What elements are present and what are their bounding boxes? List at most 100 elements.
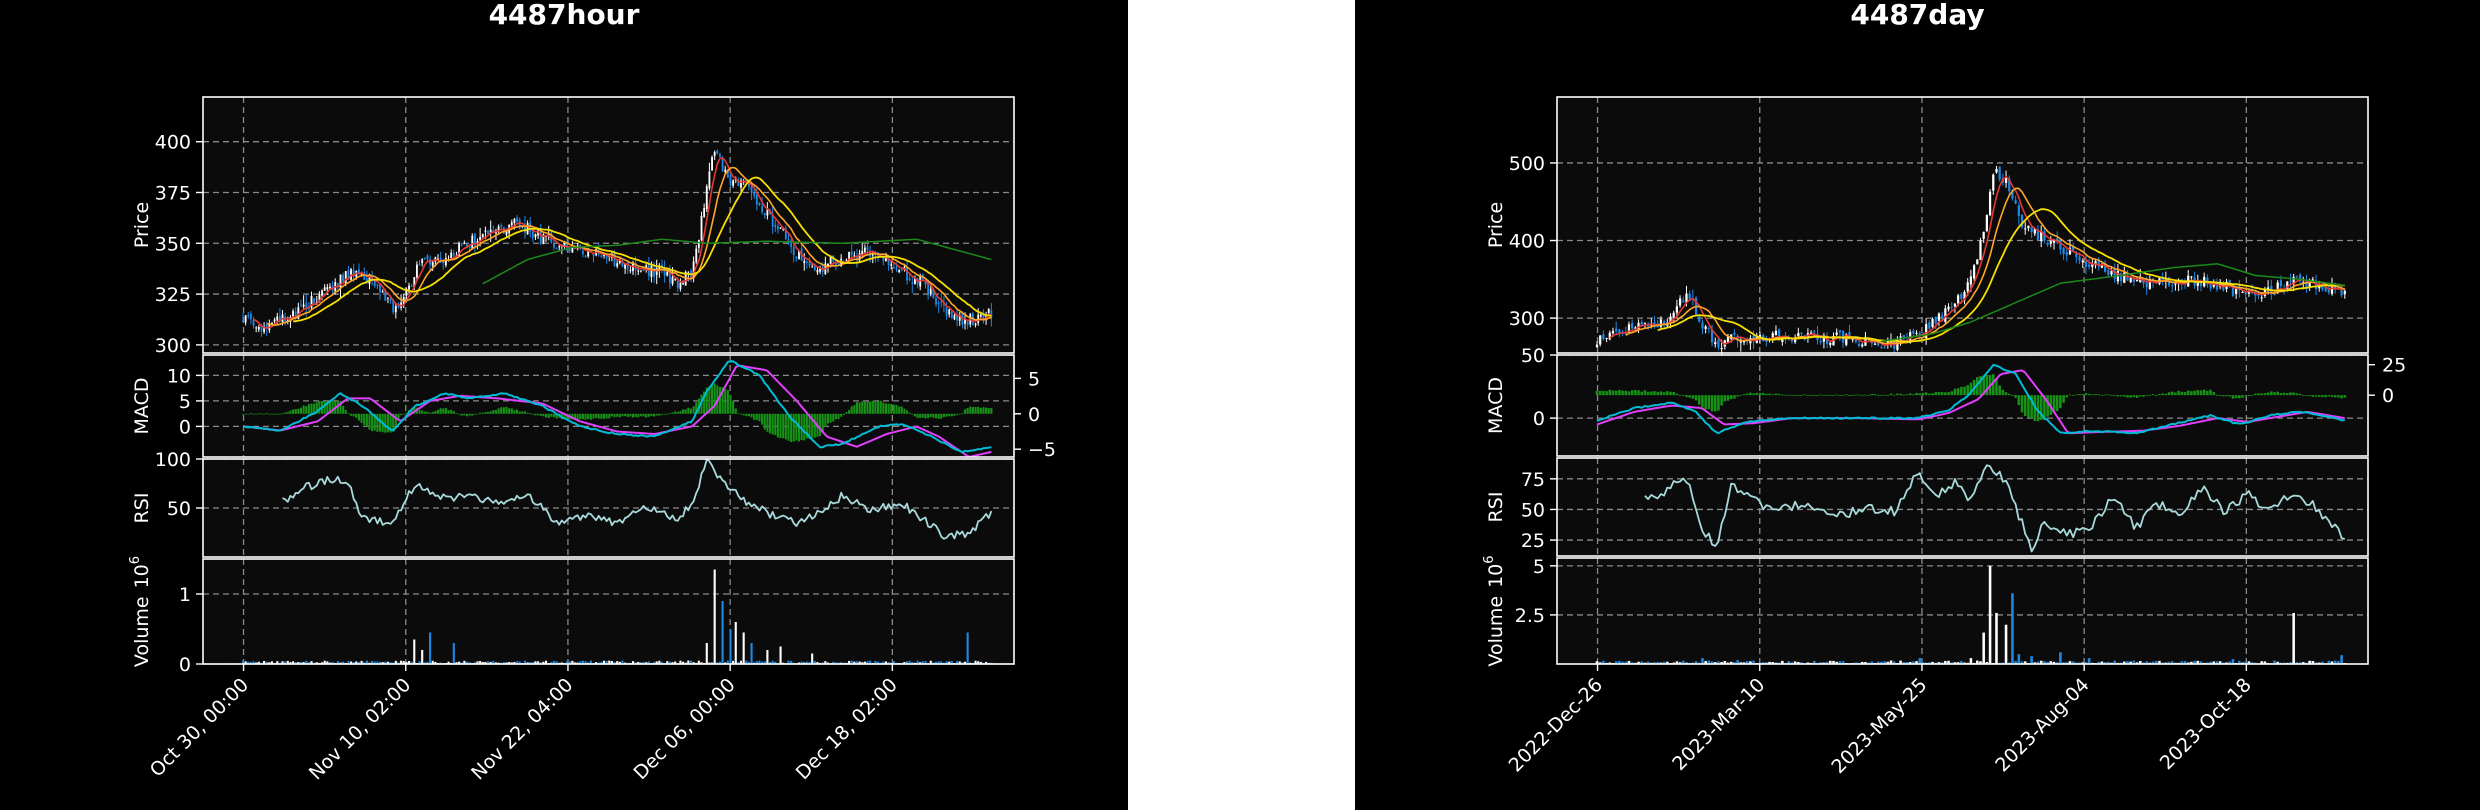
macd-histogram-bar xyxy=(2023,395,2027,417)
macd-histogram-bar xyxy=(592,413,595,419)
volume-bar xyxy=(956,661,959,664)
volume-bar xyxy=(2154,660,2158,664)
candle-body xyxy=(323,287,326,291)
volume-bar xyxy=(2170,661,2174,664)
macd-histogram-bar xyxy=(1745,393,1749,396)
candle-body xyxy=(1838,330,1841,333)
volume-bar xyxy=(800,661,803,664)
candle-body xyxy=(1611,331,1615,334)
macd-histogram-bar xyxy=(1800,395,1803,396)
candle-body xyxy=(408,285,410,290)
y-tick-label: 375 xyxy=(155,182,191,204)
volume-bar xyxy=(323,660,326,664)
volume-bar xyxy=(247,661,250,664)
volume-bar xyxy=(2084,662,2088,664)
macd-histogram-bar xyxy=(476,413,479,415)
volume-bar xyxy=(542,661,545,664)
macd-histogram-bar xyxy=(2212,392,2216,396)
macd-histogram-bar xyxy=(842,413,845,415)
macd-histogram-bar xyxy=(642,413,645,417)
candle-body xyxy=(1988,191,1992,216)
macd-histogram-bar xyxy=(1694,395,1698,401)
candle-body xyxy=(1883,346,1886,348)
macd-histogram-bar xyxy=(937,413,940,419)
candle-body xyxy=(534,234,537,238)
macd-histogram-bar xyxy=(431,411,434,414)
candle-body xyxy=(2097,259,2100,267)
candle-body xyxy=(1778,329,1781,341)
macd-histogram-bar xyxy=(2301,395,2305,396)
candle-body xyxy=(2094,261,2097,264)
volume-bar xyxy=(1860,661,1864,664)
macd-histogram-bar xyxy=(903,408,906,414)
macd-histogram-bar xyxy=(1813,394,1816,396)
volume-bar xyxy=(671,662,674,664)
candle-body xyxy=(798,250,800,260)
volume-bar xyxy=(397,662,400,664)
volume-bar xyxy=(320,662,324,664)
volume-bar xyxy=(2276,661,2279,664)
ma-mid-line xyxy=(266,166,992,326)
candle-body xyxy=(766,208,769,216)
volume-bar xyxy=(2011,593,2014,664)
candle-body xyxy=(811,266,814,268)
candle-body xyxy=(1880,346,1883,348)
macd-histogram-bar xyxy=(1691,395,1695,399)
candle-body xyxy=(721,157,724,171)
macd-histogram-bar xyxy=(2292,392,2295,396)
macd-histogram-bar xyxy=(631,413,635,418)
volume-bar xyxy=(613,662,616,664)
volume-bar xyxy=(431,660,434,664)
volume-bar xyxy=(2030,656,2033,664)
volume-bar xyxy=(1602,660,1605,664)
volume-bar xyxy=(1969,658,1973,664)
volume-bar xyxy=(2055,662,2059,664)
volume-scale-exponent: 6 xyxy=(1482,555,1497,563)
macd-histogram-bar xyxy=(934,413,938,419)
macd-histogram-bar xyxy=(2068,394,2072,396)
volume-bar xyxy=(1742,662,1746,664)
macd-histogram-bar xyxy=(386,413,389,433)
volume-bar xyxy=(292,661,295,664)
volume-bar xyxy=(531,662,534,664)
candle-body xyxy=(592,252,595,256)
candle-body xyxy=(2036,230,2040,241)
macd-histogram-bar xyxy=(513,410,516,414)
macd-histogram-bar xyxy=(808,413,811,440)
macd-histogram-bar xyxy=(323,401,326,414)
volume-bar xyxy=(2068,661,2072,664)
x-tick-label: Nov 22, 04:00 xyxy=(467,674,577,784)
volume-bar xyxy=(473,662,476,664)
macd-histogram-bar xyxy=(647,413,650,417)
macd-histogram-bar xyxy=(2161,393,2164,396)
candle-body xyxy=(908,278,911,281)
candle-body xyxy=(1726,336,1730,343)
macd-histogram-bar xyxy=(2001,389,2005,396)
macd-histogram-bar xyxy=(919,413,922,419)
macd-histogram-bar xyxy=(884,403,888,414)
candle-body xyxy=(437,258,439,260)
candle-body xyxy=(1797,333,1800,337)
candle-body xyxy=(750,185,753,193)
candle-body xyxy=(2011,190,2014,199)
macd-histogram-bar xyxy=(1672,391,1675,396)
macd-histogram-bar xyxy=(1640,391,1644,396)
macd-histogram-bar xyxy=(1860,395,1864,396)
macd-histogram-bar xyxy=(1937,391,1941,396)
candle-body xyxy=(2343,291,2346,295)
macd-histogram-bar xyxy=(866,401,869,414)
candle-body xyxy=(1685,293,1688,303)
macd-histogram-bar xyxy=(286,411,289,414)
volume-bar xyxy=(508,662,511,664)
volume-bar xyxy=(605,660,608,664)
candle-body xyxy=(1941,315,1944,320)
macd-histogram-bar xyxy=(479,412,482,414)
volume-bar xyxy=(1979,661,1982,664)
volume-bar xyxy=(1832,660,1835,664)
macd-histogram-bar xyxy=(489,411,492,414)
candle-body xyxy=(982,312,985,321)
macd-histogram-bar xyxy=(247,413,250,415)
macd-histogram-bar xyxy=(1953,388,1957,396)
macd-histogram-bar xyxy=(853,405,856,414)
volume-bar xyxy=(421,650,424,664)
